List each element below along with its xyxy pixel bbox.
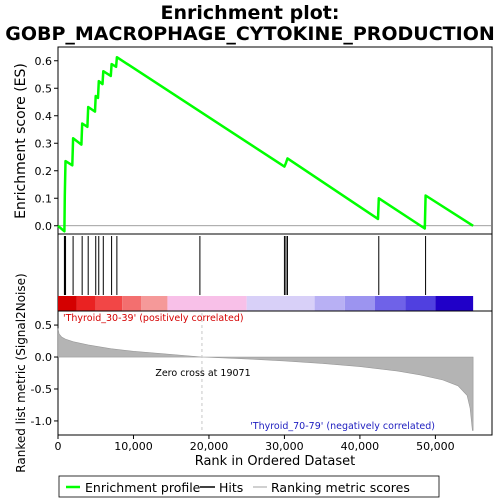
heatmap-segment — [95, 296, 123, 311]
metric-ytick-label: -0.5 — [31, 383, 52, 396]
heatmap-segment — [344, 296, 376, 311]
x-tick-label: 20,000 — [190, 440, 229, 453]
x-tick-label: 50,000 — [416, 440, 455, 453]
es-ytick-label: 0.6 — [35, 55, 53, 68]
es-ytick-label: 0.5 — [35, 82, 53, 95]
heatmap-segment — [375, 296, 406, 311]
negative-class-label: 'Thyroid_70-79' (negatively correlated) — [250, 421, 435, 432]
heatmap-segment — [167, 296, 247, 311]
chart-title-line1: Enrichment plot: — [161, 2, 340, 24]
es-panel-frame — [57, 46, 493, 235]
es-ylabel: Enrichment score (ES) — [13, 63, 29, 219]
x-tick-label: 0 — [55, 440, 62, 453]
heatmap-segment — [58, 296, 77, 311]
metric-ylabel: Ranked list metric (Signal2Noise) — [14, 273, 28, 472]
legend-frame — [58, 475, 440, 498]
positive-class-label: 'Thyroid_30-39' (positively correlated) — [63, 313, 244, 324]
heatmap-segment — [314, 296, 345, 311]
metric-ytick-label: 0.5 — [35, 319, 53, 332]
es-ytick-label: 0.2 — [35, 165, 53, 178]
ranking-metric-area — [57, 328, 474, 431]
x-tick-label: 10,000 — [114, 440, 153, 453]
legend-entry-hits: Hits — [219, 480, 243, 495]
es-ytick-label: 0.1 — [35, 192, 53, 205]
x-tick-label: 30,000 — [265, 440, 304, 453]
hits-panel — [57, 233, 493, 312]
es-panel: 0.0 0.1 0.2 0.3 0.4 0.5 0.6 Enrichment score (… — [13, 46, 493, 235]
heatmap-segment — [405, 296, 436, 311]
chart-title-line2: GOBP_MACROPHAGE_CYTOKINE_PRODUCTION — [5, 23, 495, 45]
zero-cross-label: Zero cross at 19071 — [155, 368, 250, 379]
es-ytick-label: 0.4 — [35, 110, 53, 123]
heatmap-segment — [246, 296, 315, 311]
legend-entry-metric: Ranking metric scores — [271, 480, 410, 495]
legend: Enrichment profile Hits Ranking metric s… — [58, 475, 440, 498]
heatmap-segment — [122, 296, 142, 311]
heatmap-segment — [141, 296, 168, 311]
x-axis-label: Rank in Ordered Dataset — [195, 454, 356, 469]
metric-ytick-label: 0.0 — [35, 351, 53, 364]
metric-panel: 0.5 0.0 -0.5 -1.0 'Thyroid_30-39' (positive… — [14, 273, 493, 473]
x-tick-label: 40,000 — [341, 440, 380, 453]
es-ytick-label: 0.3 — [35, 137, 53, 150]
heatmap-segment — [435, 296, 474, 311]
legend-entry-profile: Enrichment profile — [85, 480, 201, 495]
enrichment-profile-line — [57, 55, 474, 233]
es-ytick-label: 0.0 — [35, 220, 53, 233]
metric-ytick-label: -1.0 — [31, 415, 52, 428]
heatmap-segment — [76, 296, 96, 311]
